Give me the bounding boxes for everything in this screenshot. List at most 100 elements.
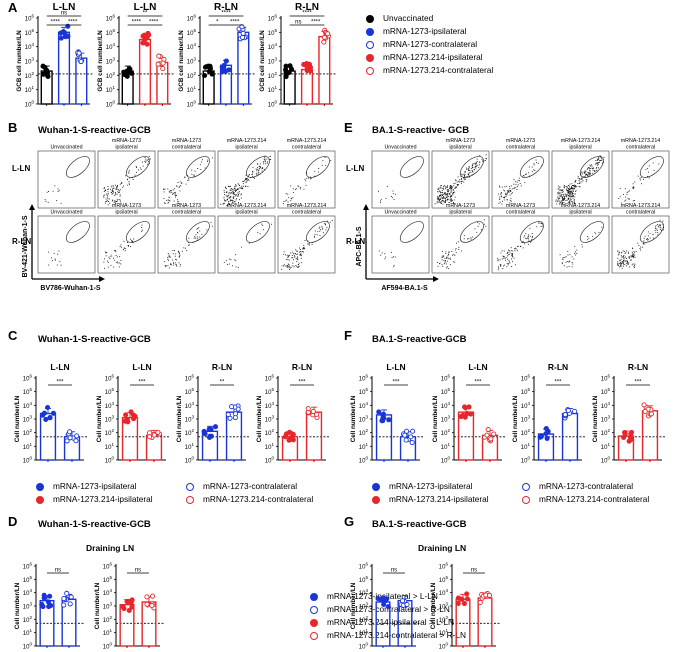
data-point: [622, 429, 628, 436]
flow-event-dot: [567, 261, 569, 263]
flow-event-dot: [116, 256, 118, 258]
flow-event-dot: [510, 185, 512, 187]
data-point: [67, 435, 73, 441]
flow-event-dot: [623, 250, 625, 252]
gate-ellipse: [305, 221, 330, 243]
flow-event-dot: [474, 163, 476, 164]
flow-event-dot: [320, 229, 321, 231]
flow-event-dot: [235, 185, 237, 187]
flow-event-dot: [326, 220, 328, 222]
flow-event-dot: [584, 172, 586, 174]
flow-event-dot: [447, 191, 448, 193]
flow-event-dot: [235, 190, 237, 191]
data-point: [283, 67, 289, 73]
flow-event-dot: [118, 191, 120, 193]
bar: [641, 410, 659, 461]
flow-event-dot: [197, 228, 199, 229]
flow-event-dot: [538, 221, 540, 223]
flow-event-dot: [134, 174, 136, 176]
flow-event-dot: [292, 257, 294, 259]
flow-event-dot: [245, 182, 247, 183]
flow-event-dot: [588, 167, 590, 169]
flow-event-dot: [130, 246, 131, 248]
flow-event-dot: [227, 204, 229, 206]
flow-event-dot: [483, 160, 485, 162]
flow-event-dot: [485, 225, 487, 227]
flow-event-dot: [54, 185, 56, 187]
data-point: [314, 411, 320, 417]
flow-event-dot: [257, 171, 259, 173]
flow-event-dot: [111, 185, 113, 187]
bar: [121, 416, 139, 461]
flow-event-dot: [531, 237, 533, 238]
flow-event-dot: [471, 164, 473, 166]
filled-circle-icon: [36, 495, 44, 504]
flow-event-dot: [563, 199, 565, 201]
flow-event-dot: [322, 160, 324, 162]
flow-event-dot: [662, 224, 664, 226]
flow-event-dot: [514, 247, 516, 249]
flow-event-dot: [628, 252, 629, 254]
flow-event-dot: [256, 169, 258, 171]
flow-event-dot: [118, 199, 120, 200]
y-tick-label: 103: [359, 415, 369, 424]
flow-event-dot: [378, 250, 380, 252]
column-label: contralateral: [172, 210, 201, 216]
flow-event-dot: [142, 165, 144, 167]
data-point: [223, 58, 229, 64]
y-tick-label: 101: [265, 442, 275, 451]
flow-event-dot: [142, 161, 144, 163]
flow-event-dot: [191, 174, 193, 175]
flow-event-dot: [525, 232, 527, 234]
column-label: ipsilateral: [115, 145, 137, 151]
flow-event-dot: [448, 251, 450, 253]
flow-event-dot: [568, 195, 570, 197]
flow-event-dot: [307, 243, 309, 245]
flow-event-dot: [586, 236, 588, 238]
flow-event-dot: [443, 255, 445, 257]
flow-event-dot: [467, 238, 468, 240]
flow-events: [498, 159, 543, 205]
flow-event-dot: [634, 252, 636, 254]
data-point: [648, 411, 655, 417]
flow-event-dot: [645, 168, 647, 170]
flow-event-dot: [531, 171, 533, 173]
flow-event-dot: [570, 190, 572, 192]
flow-event-dot: [454, 182, 456, 184]
flow-event-dot: [269, 155, 271, 157]
open-circle-icon: [186, 482, 194, 491]
flow-event-dot: [574, 202, 576, 204]
flow-event-dot: [568, 193, 570, 195]
flow-event-dot: [481, 158, 483, 160]
flow-event-dot: [184, 176, 186, 178]
y-tick-label: 102: [441, 428, 451, 437]
flow-event-dot: [117, 262, 119, 264]
flow-event-dot: [110, 186, 112, 188]
flow-event-dot: [520, 185, 522, 187]
flow-event-dot: [191, 169, 193, 171]
flow-event-dot: [288, 267, 290, 269]
data-point: [461, 601, 467, 607]
flow-event-dot: [572, 196, 574, 197]
flow-event-dot: [121, 181, 123, 183]
flow-event-dot: [577, 177, 579, 179]
flow-event-dot: [603, 156, 605, 158]
y-axis-label: GCB cell number/LN: [16, 30, 23, 92]
y-tick-label: 106: [185, 374, 195, 383]
flow-event-dot: [510, 250, 512, 252]
flow-event-dot: [456, 181, 458, 183]
flow-event-dot: [655, 227, 657, 229]
flow-event-dot: [502, 257, 504, 259]
flow-event-dot: [181, 183, 183, 184]
flow-event-dot: [451, 251, 453, 252]
flow-event-dot: [569, 196, 571, 198]
flow-event-dot: [632, 187, 634, 189]
flow-event-dot: [506, 199, 508, 201]
y-tick-label: 102: [601, 428, 611, 437]
flow-event-dot: [104, 187, 105, 188]
flow-event-dot: [241, 187, 242, 189]
flow-event-dot: [516, 186, 518, 188]
bar: [318, 35, 331, 105]
data-point: [409, 440, 415, 446]
flow-event-dot: [483, 223, 485, 225]
